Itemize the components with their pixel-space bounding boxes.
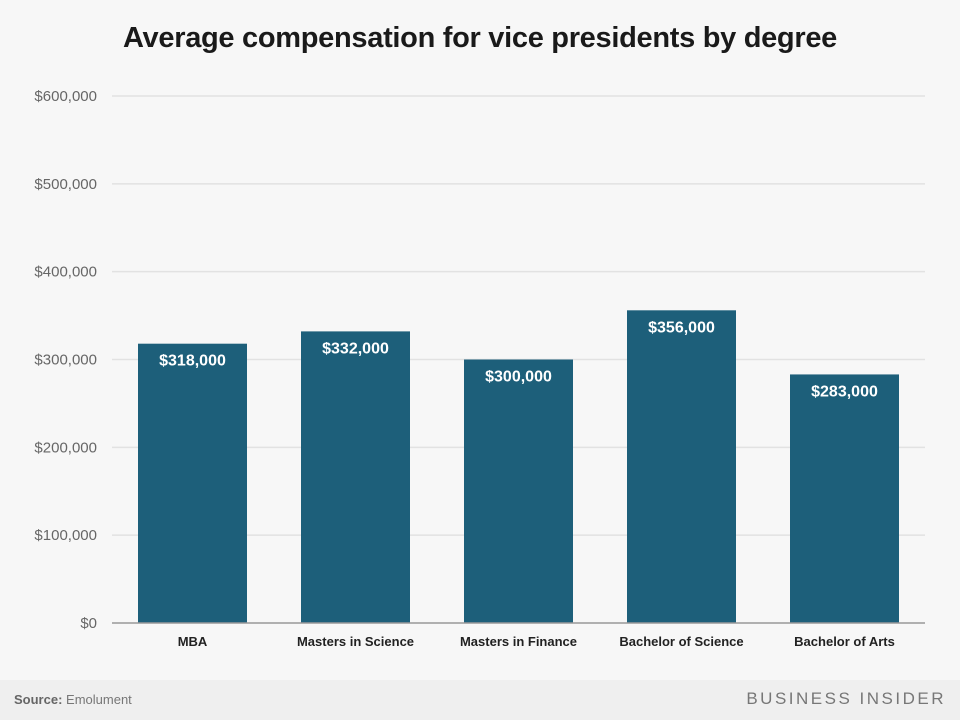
data-label: $356,000: [648, 319, 715, 336]
y-tick-label: $300,000: [34, 352, 97, 369]
bar: [464, 359, 573, 623]
footer: Source: Emolument BUSINESS INSIDER: [0, 680, 960, 720]
y-tick-label: $600,000: [34, 88, 97, 105]
data-label: $300,000: [485, 369, 552, 386]
bar: [138, 343, 247, 623]
source-value: Emolument: [66, 692, 132, 707]
data-label: $283,000: [811, 383, 878, 400]
bar-chart: $0 $100,000 $200,000 $300,000 $400,000 $500,0…: [34, 88, 925, 649]
x-tick-label: Bachelor of Arts: [794, 634, 895, 649]
y-tick-label: $100,000: [34, 527, 97, 544]
source-note: Source: Emolument: [14, 692, 132, 707]
x-tick-label: MBA: [178, 634, 208, 649]
data-label: $318,000: [159, 353, 226, 370]
data-label: $332,000: [322, 340, 389, 357]
y-tick-label: $500,000: [34, 176, 97, 193]
bar: [627, 310, 736, 623]
x-tick-label: Masters in Science: [297, 634, 414, 649]
y-tick-label: $400,000: [34, 264, 97, 281]
x-tick-label: Bachelor of Science: [619, 634, 743, 649]
source-label: Source:: [14, 692, 63, 707]
brand-logo: BUSINESS INSIDER: [746, 689, 946, 708]
bar: [301, 331, 410, 623]
y-tick-label: $200,000: [34, 439, 97, 456]
chart-title: Average compensation for vice presidents…: [122, 22, 837, 54]
bar: [790, 374, 899, 623]
y-tick-label: $0: [80, 615, 97, 632]
x-tick-label: Masters in Finance: [460, 634, 577, 649]
